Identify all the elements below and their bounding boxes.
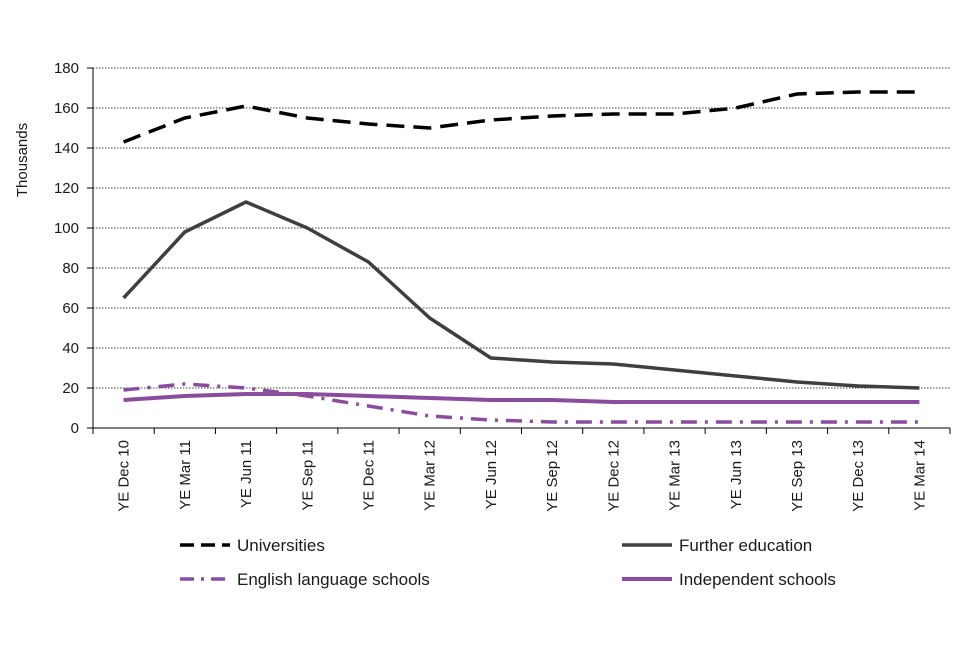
y-tick-label: 40 <box>62 340 79 357</box>
y-tick-label: 160 <box>54 100 79 117</box>
series-line-further-education <box>122 200 920 390</box>
y-tick-label: 140 <box>54 140 79 157</box>
x-tick-label: YE Mar 11 <box>177 440 194 510</box>
x-tick-label: YE Sep 12 <box>544 440 561 512</box>
y-tick-label: 80 <box>62 260 79 277</box>
legend-item-universities: Universities <box>180 536 325 555</box>
x-tick-label: YE Sep 11 <box>299 440 316 511</box>
legend-label: English language schools <box>237 570 430 589</box>
y-tick-label: 100 <box>54 220 79 237</box>
x-tick-label: YE Jun 11 <box>238 440 255 508</box>
legend-label: Universities <box>237 536 325 555</box>
legend-label: Independent schools <box>679 570 836 589</box>
y-tick-label: 180 <box>54 60 79 77</box>
series-lines <box>122 90 920 424</box>
y-axis-label: Thousands <box>14 123 31 197</box>
legend-item-independent-schools: Independent schools <box>622 570 836 589</box>
y-tick-label: 120 <box>54 180 79 197</box>
x-tick-label: YE Dec 11 <box>360 440 377 511</box>
gridlines <box>93 67 950 389</box>
x-tick-label: YE Mar 14 <box>911 440 928 511</box>
x-tick-label: YE Dec 13 <box>850 440 867 512</box>
legend-label: Further education <box>679 536 812 555</box>
x-tick-label: YE Dec 12 <box>605 440 622 512</box>
axes <box>87 67 951 434</box>
legend: Universities Further education English lan… <box>180 536 836 589</box>
x-tick-label: YE Dec 10 <box>116 440 133 512</box>
x-tick-label: YE Jun 13 <box>728 440 745 509</box>
y-tick-label: 0 <box>71 420 79 437</box>
x-tick-label: YE Mar 12 <box>422 440 439 511</box>
legend-item-further-education: Further education <box>622 536 812 555</box>
y-tick-label: 60 <box>62 300 79 317</box>
series-line-english-language-schools <box>123 382 920 424</box>
x-tick-label: YE Mar 13 <box>667 440 684 511</box>
x-tick-label: YE Sep 13 <box>789 440 806 512</box>
series-line-independent-schools <box>123 392 920 404</box>
series-line-universities <box>122 90 920 144</box>
legend-item-english-language-schools: English language schools <box>180 570 430 589</box>
x-tick-label: YE Jun 12 <box>483 440 500 509</box>
tick-labels: 0 20 40 60 80 100 120 140 160 180 YE Dec 10 YE Mar … <box>54 60 928 512</box>
y-tick-label: 20 <box>62 380 79 397</box>
